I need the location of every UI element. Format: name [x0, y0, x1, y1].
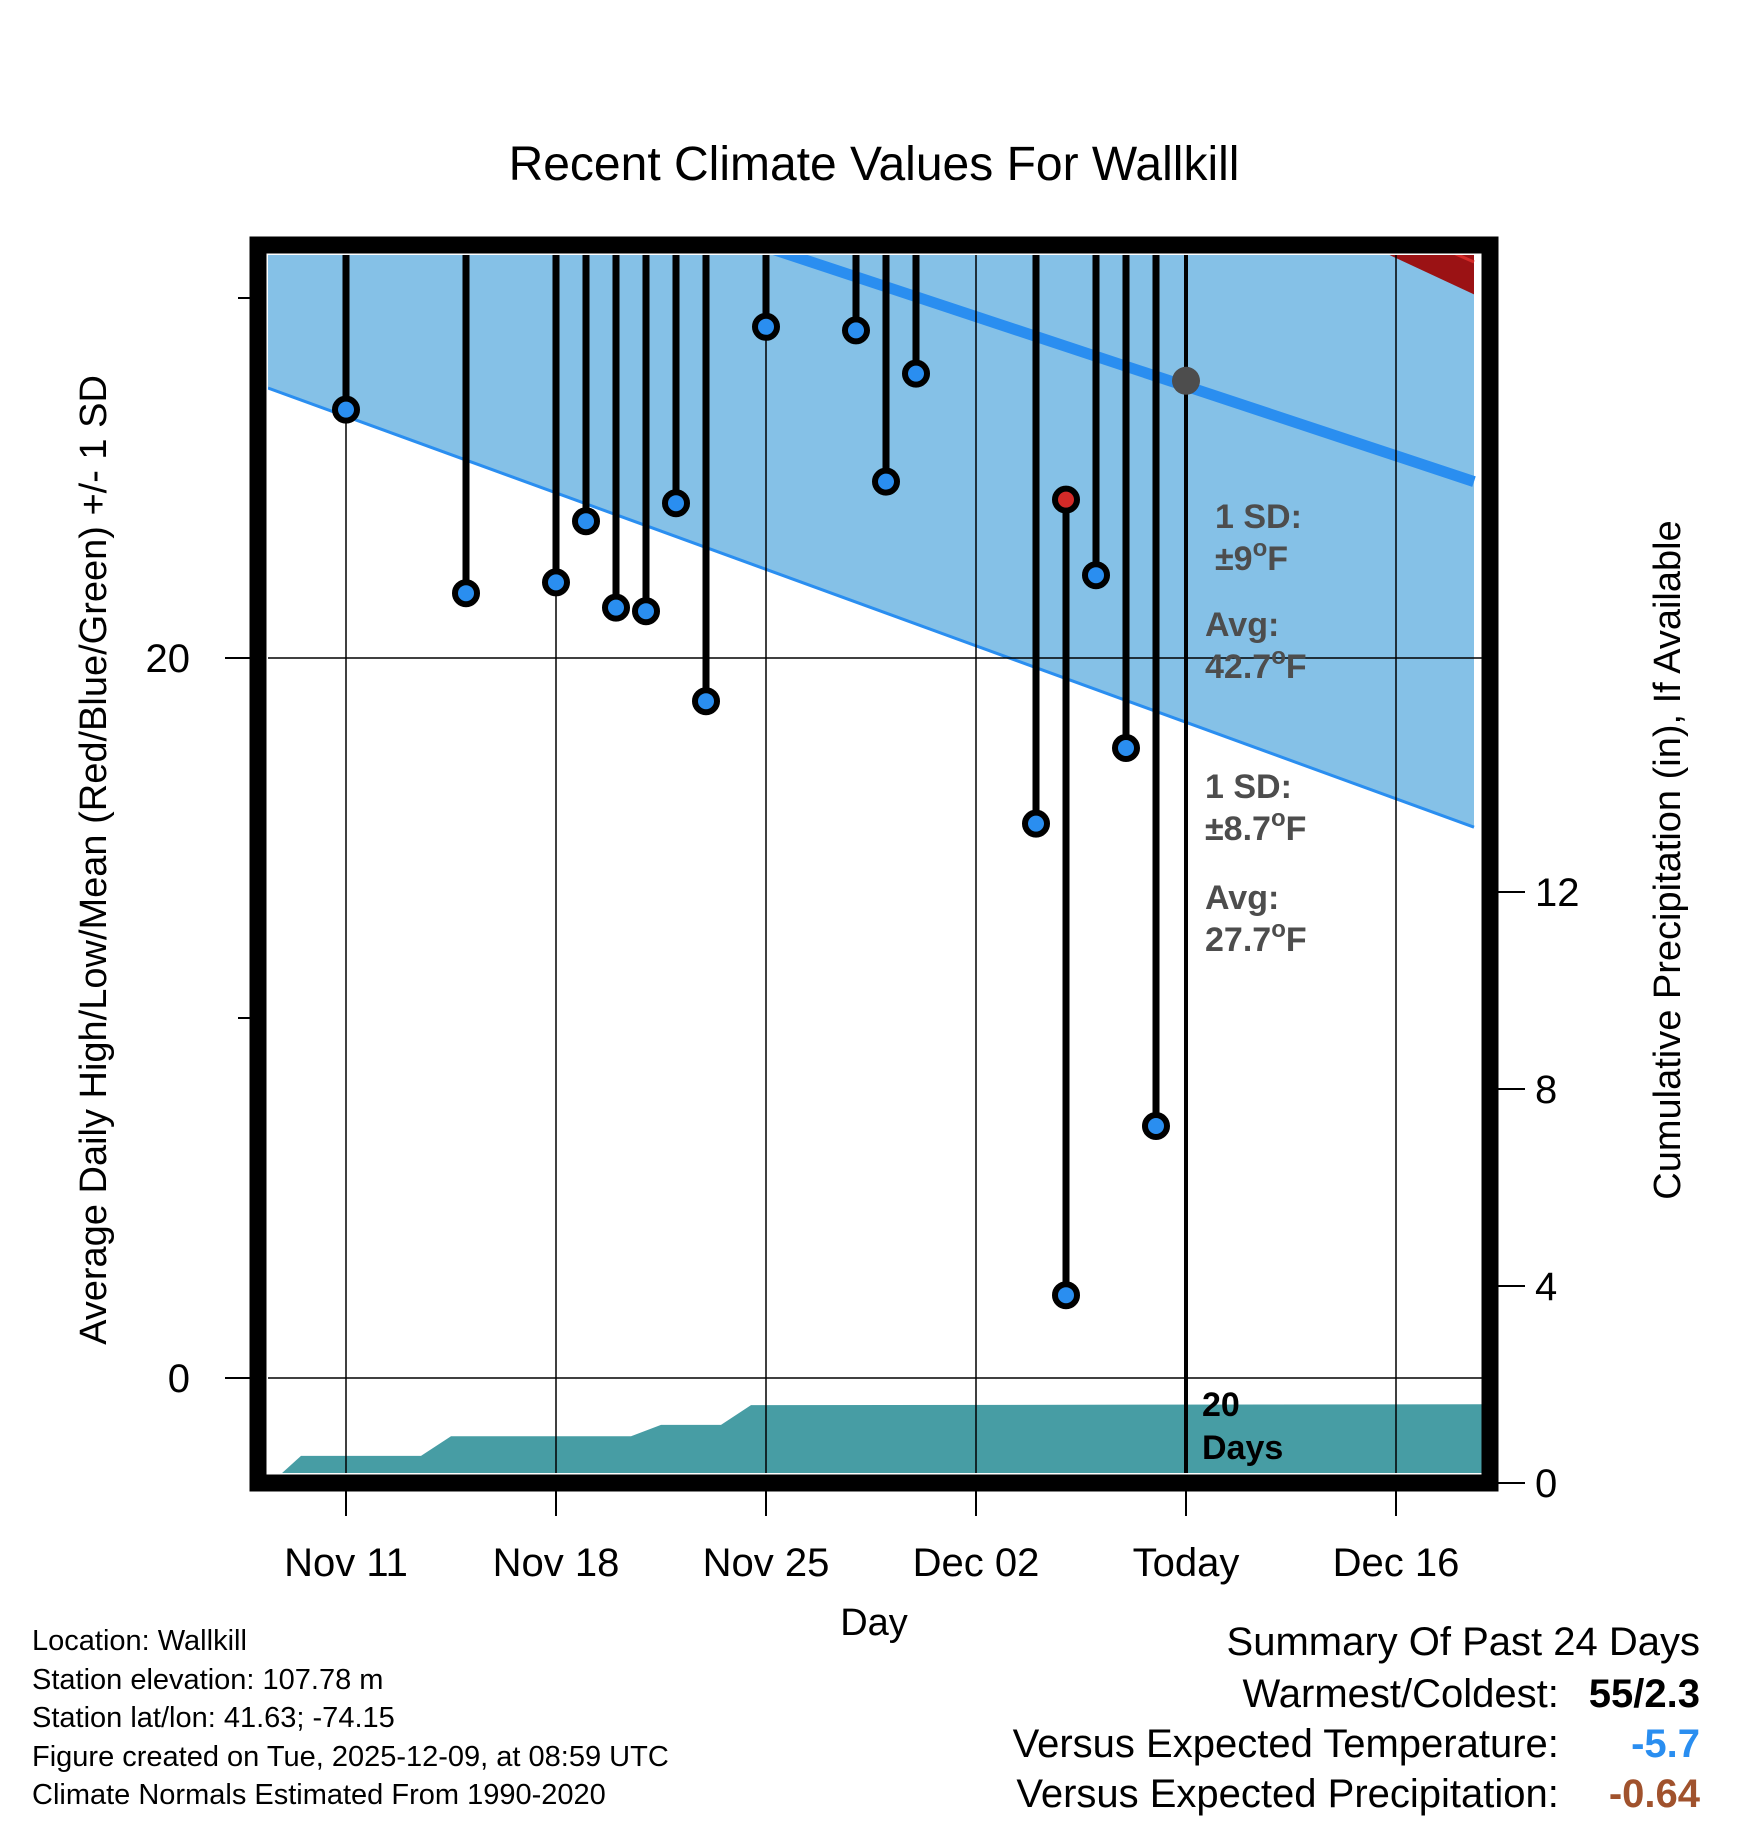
y-tick-label: 20 — [146, 637, 191, 681]
high-sd-label: 1 SD: — [1215, 498, 1302, 536]
x-tick-label: Nov 11 — [284, 1541, 408, 1585]
days-count: 20 — [1202, 1386, 1240, 1424]
daily-low-point — [692, 687, 720, 716]
temp-label: Versus Expected Temperature: — [1012, 1722, 1559, 1766]
daily-low-point — [602, 593, 630, 622]
daily-low-point — [902, 359, 930, 388]
low-avg-marker — [1172, 366, 1200, 395]
elevation-text: Station elevation: 107.78 m — [32, 1663, 384, 1696]
daily-high-point — [335, 17, 357, 39]
daily-high-point — [905, 0, 927, 17]
high-avg-value: 42.7oF — [1205, 643, 1307, 686]
x-tick-label: Dec 16 — [1333, 1541, 1460, 1585]
daily-low-point — [1082, 561, 1110, 590]
low-upper-edge — [268, 0, 1474, 150]
plot-frame — [249, 236, 1499, 1492]
precip-value: -0.64 — [1608, 1772, 1700, 1816]
y2-tick-label: 8 — [1535, 1068, 1557, 1112]
temp-value: -5.7 — [1631, 1722, 1700, 1766]
high-avg-label: Avg: — [1205, 606, 1279, 644]
x-tick-label: Nov 18 — [493, 1541, 620, 1585]
daily-high-point — [1145, 107, 1167, 129]
daily-low-point — [332, 395, 360, 424]
y-axis-label: Average Daily High/Low/Mean (Red/Blue/Gr… — [73, 375, 115, 1345]
precip-label: Versus Expected Precipitation: — [1016, 1772, 1559, 1816]
precip-area — [282, 1404, 1482, 1473]
daily-low-point — [485, 175, 507, 197]
summary-warm-cold: Warmest/Coldest: 55/2.3 — [1013, 1669, 1701, 1719]
x-tick-label: Today — [1133, 1541, 1240, 1585]
daily-low-point — [842, 316, 870, 345]
summary-panel: Summary Of Past 24 Days Warmest/Coldest:… — [1013, 1620, 1700, 1819]
daily-low-point — [1022, 809, 1050, 838]
low-sd-value: ±8.7oF — [1205, 805, 1306, 848]
daily-low-point — [1052, 1281, 1080, 1310]
created-text: Figure created on Tue, 2025-12-09, at 08… — [32, 1740, 669, 1773]
summary-temp: Versus Expected Temperature: -5.7 — [1013, 1719, 1700, 1769]
station-info: Location: Wallkill Station elevation: 10… — [32, 1622, 669, 1815]
deficit-strip — [1389, 255, 1474, 295]
x-tick-label: Nov 25 — [703, 1541, 830, 1585]
chart-title: Recent Climate Values For Wallkill — [509, 138, 1240, 191]
days-label: Days — [1202, 1429, 1283, 1467]
low-avg-label: Avg: — [1205, 879, 1279, 917]
y2-tick-label: 0 — [1535, 1462, 1557, 1506]
daily-low-point — [1112, 734, 1140, 762]
x-axis-label: Day — [840, 1602, 908, 1644]
daily-low-point — [572, 507, 600, 536]
high-sd-value: ±9oF — [1215, 535, 1288, 578]
low-avg-value: 27.7oF — [1205, 916, 1307, 959]
daily-low-point — [872, 467, 900, 496]
summary-heading: Summary Of Past 24 Days — [1226, 1620, 1700, 1664]
y2-axis-label: Cumulative Precipitation (in), If Availa… — [1647, 520, 1689, 1199]
daily-low-point — [365, 201, 387, 223]
warm-cold-value: 55/2.3 — [1588, 1672, 1700, 1716]
daily-low-point — [425, 150, 447, 172]
summary-precip: Versus Expected Precipitation: -0.64 — [1013, 1769, 1700, 1819]
location-text: Location: Wallkill — [32, 1625, 247, 1657]
daily-low-point — [452, 579, 480, 608]
normals-text: Climate Normals Estimated From 1990-2020 — [32, 1779, 606, 1811]
daily-low-point — [752, 312, 780, 341]
low-sd-band — [268, 255, 1474, 828]
daily-low-point — [662, 489, 690, 518]
x-tick-label: Dec 02 — [913, 1541, 1040, 1585]
high-lower-edge — [1454, 255, 1475, 264]
daily-low-point — [632, 597, 660, 626]
low-sd-label: 1 SD: — [1205, 768, 1292, 806]
high-sd-band — [1458, 255, 1474, 262]
daily-low-point — [1142, 1112, 1170, 1140]
y-tick-label: 0 — [168, 1357, 190, 1401]
y2-tick-label: 4 — [1535, 1265, 1557, 1309]
warm-cold-label: Warmest/Coldest: — [1242, 1672, 1559, 1716]
daily-low-point — [542, 568, 570, 597]
daily-high-point — [1052, 485, 1080, 514]
y2-tick-label: 12 — [1535, 871, 1580, 915]
latlon-text: Station lat/lon: 41.63; -74.15 — [32, 1702, 395, 1734]
low-normal-line — [772, 255, 1476, 487]
